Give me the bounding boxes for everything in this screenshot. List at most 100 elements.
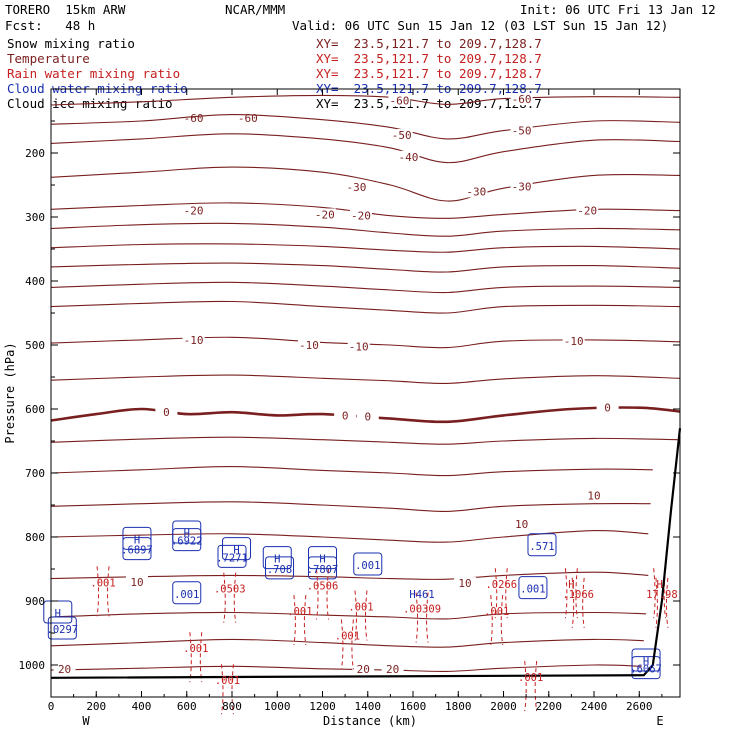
contour-label-bg	[388, 94, 411, 107]
cloud-water-contour	[631, 656, 661, 680]
temperature-contour	[50, 262, 681, 273]
y-tick-label: 600	[25, 403, 45, 416]
x-tick-label: 1200	[309, 700, 336, 713]
temperature-contour-label: -60	[390, 95, 410, 108]
x-tick-label: 2200	[536, 700, 563, 713]
temperature-contour-label: -60	[512, 93, 532, 106]
contour-label-bg	[155, 406, 178, 419]
cloud-water-contour	[217, 544, 247, 568]
cloud-water-label: .6067	[630, 664, 662, 676]
plot-frame	[50, 88, 681, 698]
temperature-contour-label: -30	[512, 180, 532, 193]
cloud-water-label: H	[643, 656, 649, 668]
temperature-contour-label: -20	[184, 205, 204, 218]
temperature-contour	[50, 436, 681, 445]
field-temperature-xy2: XY= 23.5,121.7 to 209.7,128.7	[316, 51, 542, 66]
cloud-water-contour	[172, 581, 202, 605]
temperature-contour	[50, 638, 644, 648]
y-tick-label: 300	[25, 211, 45, 224]
rain-water-label: .0266	[485, 579, 517, 591]
cloud-water-label: H461	[409, 589, 434, 601]
temperature-contour-label: -40	[399, 151, 419, 164]
temperature-contour-label: -10	[184, 334, 204, 347]
field-cloudice-label: Cloud ice mixing ratio	[7, 96, 173, 111]
cloud-water-label: H	[274, 554, 280, 566]
y-tick-label: 500	[25, 339, 45, 352]
temperature-contour-label: -20	[577, 205, 597, 218]
rain-water-contour	[490, 595, 504, 646]
field-rain-xy: XY= 23.5,121.7 to 209.7,128.7	[316, 66, 542, 81]
temperature-contour	[50, 664, 642, 672]
forecast-hour: Fcst: 48 h	[5, 18, 96, 33]
contour-label-bg	[349, 209, 372, 222]
rain-water-label: .001	[484, 606, 509, 618]
terrain-line	[50, 428, 682, 679]
contour-label-bg	[562, 335, 585, 348]
y-tick-label: 900	[25, 595, 45, 608]
x-tick-label: 800	[222, 700, 242, 713]
cloud-water-label: .001	[174, 589, 199, 601]
temperature-contour-label: 10	[515, 518, 528, 531]
model-title: TORERO 15km ARW	[5, 2, 126, 17]
x-tick-label: 200	[86, 700, 106, 713]
field-cloudwater-label: Cloud water mixing ratio	[7, 81, 188, 96]
temperature-contour	[50, 114, 681, 140]
temperature-contour-label: -20	[315, 208, 335, 221]
cloud-water-label: .6922	[171, 536, 203, 548]
contour-label-bg	[347, 340, 370, 353]
rain-water-label: .001	[335, 630, 360, 642]
temperature-contour-label: -50	[512, 125, 532, 138]
y-tick-label: 200	[25, 147, 45, 160]
west-label: W	[82, 714, 90, 728]
contour-label-bg	[510, 93, 533, 106]
temperature-contour-label: 0	[604, 402, 611, 415]
contour-label-bg	[313, 208, 336, 221]
rain-water-label: .1066	[562, 589, 594, 601]
rain-water-label: .00309	[403, 604, 441, 616]
rain-water-contour	[223, 572, 237, 623]
temperature-contour	[50, 94, 681, 106]
temperature-contour	[50, 300, 681, 314]
contour-label-bg	[182, 204, 205, 217]
cloud-water-contour	[172, 528, 202, 552]
temperature-contour	[50, 466, 653, 477]
temperature-contour-label: -30	[347, 181, 367, 194]
temperature-contour-label: -60	[238, 112, 258, 125]
x-tick-label: 1800	[445, 700, 472, 713]
temperature-contour-label: 20	[357, 663, 370, 676]
cloud-water-label: H	[184, 528, 190, 540]
cloud-water-contour	[527, 533, 557, 557]
temperature-contour	[50, 133, 681, 164]
x-tick-label: 2400	[581, 700, 608, 713]
temperature-contour	[50, 166, 681, 202]
temperature-contour-label: -20	[351, 210, 371, 223]
temperature-contour	[50, 202, 681, 219]
contour-label-bg	[390, 129, 413, 142]
contour-label-bg	[334, 409, 357, 422]
x-tick-label: 400	[132, 700, 152, 713]
contour-label-bg	[583, 489, 606, 502]
rain-water-label: .001	[215, 675, 240, 687]
contour-label-bg	[454, 577, 477, 590]
temperature-contour	[50, 611, 647, 620]
temperature-contour	[50, 406, 681, 424]
cloud-water-contour	[122, 537, 152, 561]
field-rain-label: Rain water mixing ratio	[7, 66, 181, 81]
temperature-contour-label: -60	[184, 112, 204, 125]
x-tick-label: 0	[48, 700, 55, 713]
cloud-water-contour	[122, 526, 152, 550]
temperature-contour-label: 20	[58, 663, 71, 676]
x-tick-label: 600	[177, 700, 197, 713]
contour-label-bg	[381, 662, 404, 675]
temperature-contour	[50, 530, 649, 543]
field-snow-label: Snow mixing ratio	[7, 36, 135, 51]
rain-water-label: .001	[348, 602, 373, 614]
init-time: Init: 06 UTC Fri 13 Jan 12	[520, 2, 716, 17]
cloud-water-label: .708	[267, 564, 292, 576]
x-tick-label: 2600	[626, 700, 653, 713]
contour-label-bg	[510, 180, 533, 193]
cloud-water-contour	[518, 576, 548, 600]
cloud-water-contour	[222, 537, 252, 561]
y-tick-label: 700	[25, 467, 45, 480]
